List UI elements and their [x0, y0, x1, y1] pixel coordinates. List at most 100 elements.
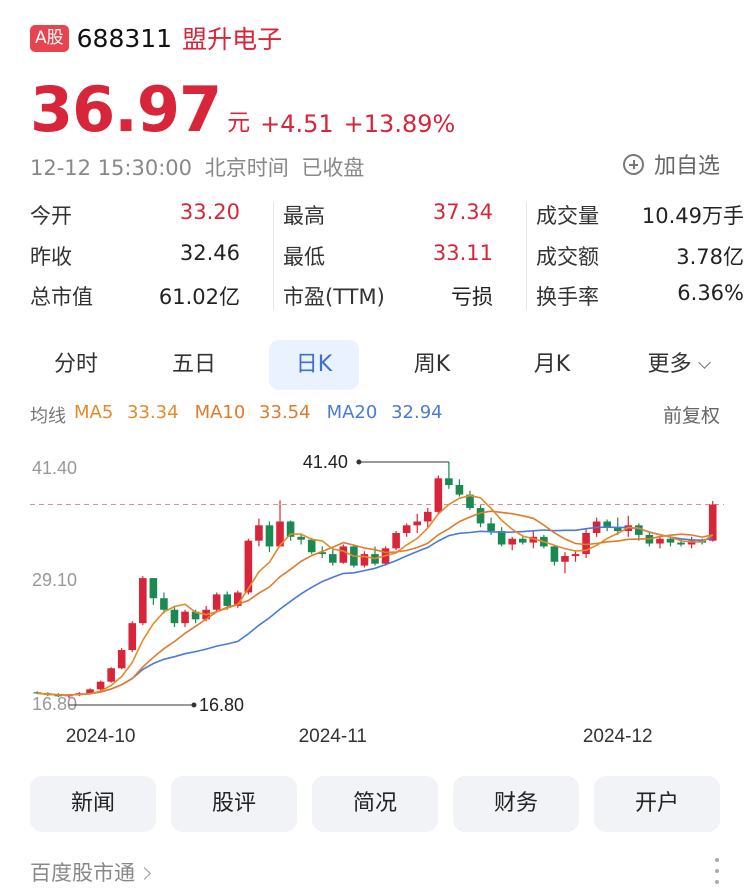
stat-turnover: 成交额 3.78亿	[536, 241, 744, 271]
chevron-down-icon	[697, 356, 711, 369]
candle-body	[149, 578, 158, 599]
candle-body	[33, 692, 42, 694]
ma10-line	[37, 510, 713, 696]
candle-body	[212, 594, 221, 610]
stat-label: 今开	[30, 204, 72, 228]
candle-body	[561, 556, 569, 562]
candle-body	[234, 592, 242, 606]
candle-body	[181, 611, 189, 624]
candle-body	[170, 609, 179, 624]
ma-name: MA10	[194, 402, 246, 423]
stats-grid: 今开 33.20 昨收 32.46 总市值 61.02亿 最高 37.34 最低 33.1…	[30, 196, 744, 318]
ma-value: 33.54	[259, 402, 311, 423]
candle-body	[582, 532, 590, 555]
candle-body	[265, 525, 274, 547]
max-price-marker	[356, 459, 362, 465]
stat-value: 3.78亿	[676, 245, 744, 269]
tab-monthly-k[interactable]: 月K	[533, 352, 571, 377]
comments-button[interactable]: 股评	[171, 776, 297, 832]
add-watchlist-button[interactable]: 加自选	[622, 148, 720, 180]
candle-body	[476, 508, 485, 524]
tab-more-label: 更多	[647, 352, 692, 377]
y-tick-label: 41.40	[32, 458, 77, 478]
stock-header: A股 688311 盟升电子	[30, 22, 282, 54]
price-adjust-toggle[interactable]: 前复权	[662, 405, 720, 427]
candle-body	[656, 538, 664, 544]
ma-label: 均线	[30, 406, 66, 427]
ma20-line	[37, 526, 713, 696]
tab-more[interactable]: 更多	[624, 340, 732, 390]
candle-body	[223, 594, 232, 606]
stat-value: 37.34	[432, 200, 493, 224]
candle-body	[677, 542, 685, 545]
min-price-marker	[191, 702, 197, 708]
stats-column: 最高 37.34 最低 33.11 市盈(TTM) 亏损	[273, 196, 493, 318]
source-link[interactable]: 百度股市通	[30, 857, 151, 887]
ma5-indicator: MA5 33.34	[74, 402, 187, 428]
trade-time: 12-12 15:30:00	[30, 156, 193, 180]
candle-body	[276, 521, 284, 547]
stat-value: 6.36%	[677, 281, 744, 305]
more-options-icon[interactable]	[714, 858, 720, 884]
candle-body	[508, 538, 516, 545]
tab-daily-k[interactable]: 日K	[269, 340, 359, 390]
stat-value: 33.11	[432, 241, 493, 265]
candles-layer	[33, 462, 717, 698]
ma20-indicator: MA20 32.94	[327, 402, 451, 428]
x-tick-label: 2024-10	[66, 726, 136, 747]
candle-body	[487, 523, 495, 532]
ma-value: 32.94	[391, 402, 443, 423]
stat-high: 最高 37.34	[283, 200, 493, 230]
tab-weekly-k[interactable]: 周K	[413, 352, 451, 377]
candle-body	[603, 521, 611, 528]
candle-body	[392, 532, 400, 549]
stat-value: 61.02亿	[158, 285, 240, 309]
stat-label: 市盈(TTM)	[283, 285, 385, 309]
stat-label: 昨收	[30, 245, 72, 269]
stat-label: 换手率	[536, 285, 599, 309]
stat-label: 最高	[283, 204, 325, 228]
candle-body	[635, 525, 643, 535]
candle-body	[529, 536, 538, 543]
candle-body	[455, 485, 464, 495]
candlestick-chart[interactable]: 41.40 29.10 16.80 41.40 16.80 2024-10 20…	[0, 440, 750, 760]
source-label: 百度股市通	[30, 861, 135, 885]
candle-body	[360, 554, 369, 566]
ma-legend: 均线 MA5 33.34 MA10 33.54 MA20 32.94	[30, 402, 459, 428]
tab-intraday[interactable]: 分时	[53, 352, 98, 377]
action-buttons: 新闻 股评 简况 财务 开户	[30, 776, 720, 832]
add-watchlist-label: 加自选	[653, 154, 720, 179]
min-price-label: 16.80	[199, 695, 244, 715]
chevron-right-icon	[138, 867, 151, 880]
ma10-indicator: MA10 33.54	[195, 402, 319, 428]
stat-label: 成交量	[536, 204, 599, 228]
ma-name: MA20	[326, 402, 378, 423]
price-change: +4.51	[260, 110, 334, 138]
open-account-button[interactable]: 开户	[594, 776, 720, 832]
candle-body	[423, 511, 432, 522]
candle-body	[571, 554, 580, 557]
stat-label: 总市值	[30, 285, 93, 309]
stock-name: 盟升电子	[182, 25, 283, 54]
candle-body	[413, 521, 422, 526]
candle-body	[666, 538, 675, 543]
candle-body	[613, 527, 622, 532]
stat-value: 33.20	[179, 200, 240, 224]
x-tick-label: 2024-12	[583, 726, 653, 747]
candle-body	[434, 478, 443, 512]
max-price-label: 41.40	[303, 452, 348, 472]
current-price: 36.97	[30, 73, 222, 146]
price-unit: 元	[227, 110, 251, 136]
market-badge: A股	[30, 24, 69, 52]
candle-body	[445, 478, 453, 486]
profile-button[interactable]: 简况	[312, 776, 438, 832]
quote-row: 36.97 元 +4.51 +13.89%	[30, 76, 455, 144]
stat-label: 成交额	[536, 245, 599, 269]
candle-body	[307, 539, 316, 553]
tab-five-day[interactable]: 五日	[171, 352, 216, 377]
finance-button[interactable]: 财务	[453, 776, 579, 832]
candle-body	[54, 695, 63, 697]
news-button[interactable]: 新闻	[30, 776, 156, 832]
candle-body	[139, 578, 147, 624]
market-state: 已收盘	[301, 156, 365, 180]
